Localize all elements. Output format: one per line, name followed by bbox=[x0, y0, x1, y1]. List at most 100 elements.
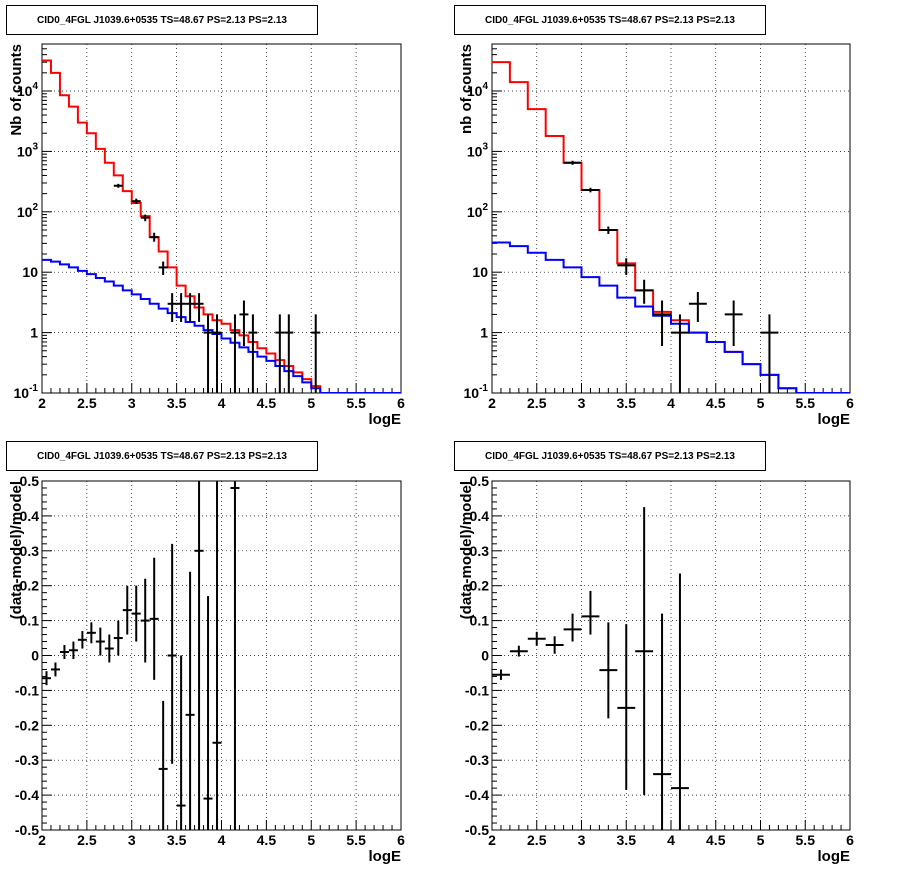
step-line bbox=[42, 59, 401, 393]
x-tick-label: 5 bbox=[757, 832, 765, 848]
series-data-points bbox=[42, 481, 240, 830]
x-axis-label: logE bbox=[369, 411, 402, 428]
x-axis-label: logE bbox=[369, 848, 402, 865]
x-tick-label: 4.5 bbox=[706, 395, 726, 411]
x-tick-label: 4 bbox=[667, 395, 675, 411]
chart-title: CID0_4FGL J1039.6+0535 TS=48.67 PS=2.13 … bbox=[6, 5, 318, 35]
x-tick-label: 2 bbox=[38, 832, 46, 848]
x-tick-label: 3.5 bbox=[617, 832, 637, 848]
x-tick-label: 3 bbox=[128, 395, 136, 411]
x-tick-label: 5.5 bbox=[346, 832, 366, 848]
y-tick-label: 10-1 bbox=[14, 383, 39, 401]
y-tick-label: -0.1 bbox=[15, 682, 39, 698]
y-tick-label: -0.3 bbox=[15, 752, 39, 768]
y-tick-label: -0.2 bbox=[465, 717, 489, 733]
x-tick-label: 2.5 bbox=[77, 395, 97, 411]
y-tick-label: 0 bbox=[481, 648, 489, 664]
y-tick-label: 10 bbox=[472, 264, 488, 280]
x-tick-label: 5.5 bbox=[796, 832, 816, 848]
y-tick-label: 102 bbox=[17, 202, 39, 220]
x-tick-label: 6 bbox=[397, 832, 405, 848]
x-tick-label: 3.5 bbox=[167, 832, 187, 848]
y-tick-label: -0.4 bbox=[465, 787, 489, 803]
y-tick-label: 103 bbox=[467, 141, 489, 159]
x-tick-label: 4 bbox=[218, 832, 226, 848]
axis-ticks bbox=[491, 43, 851, 394]
y-tick-label: -0.5 bbox=[15, 822, 39, 838]
grid bbox=[491, 44, 851, 394]
grid bbox=[41, 44, 402, 394]
x-tick-label: 4.5 bbox=[257, 832, 277, 848]
series-model-background-blue bbox=[492, 241, 850, 393]
chart-title: CID0_4FGL J1039.6+0535 TS=48.67 PS=2.13 … bbox=[6, 441, 318, 471]
x-tick-label: 6 bbox=[397, 395, 405, 411]
chart-canvas: 2 2.5 3 3.5 4 4.5 5 5.5 6 10-1 1 10 102 103 104 logE nb … bbox=[458, 43, 854, 428]
y-tick-label: 0.4 bbox=[470, 508, 490, 524]
y-tick-label: 10-1 bbox=[464, 383, 489, 401]
y-tick-label: -0.2 bbox=[15, 717, 39, 733]
x-tick-label: 2 bbox=[488, 395, 496, 411]
grid bbox=[491, 480, 851, 831]
x-tick-label: 6 bbox=[846, 395, 854, 411]
x-axis-label: logE bbox=[818, 411, 851, 428]
y-tick-label: 1 bbox=[30, 325, 38, 341]
x-axis-label: logE bbox=[818, 848, 851, 865]
x-tick-label: 4.5 bbox=[257, 395, 277, 411]
chart-panel-top-left: CID0_4FGL J1039.6+0535 TS=48.67 PS=2.13 … bbox=[0, 0, 449, 437]
y-tick-label: 0.2 bbox=[20, 578, 40, 594]
x-tick-label: 4.5 bbox=[706, 832, 726, 848]
chart-panel-top-right: CID0_4FGL J1039.6+0535 TS=48.67 PS=2.13 … bbox=[449, 0, 898, 437]
series-data-points bbox=[113, 183, 321, 393]
chart-title: CID0_4FGL J1039.6+0535 TS=48.67 PS=2.13 … bbox=[454, 441, 766, 471]
plot-area bbox=[492, 61, 850, 393]
x-tick-label: 2.5 bbox=[527, 395, 547, 411]
x-tick-label: 4 bbox=[667, 832, 675, 848]
chart-canvas: 2 2.5 3 3.5 4 4.5 5 5.5 6 -0.5 -0.4 -0.3 -0.2 -0.1 0 0.… bbox=[8, 473, 405, 865]
x-tick-label: 2 bbox=[38, 395, 46, 411]
series-data-points bbox=[492, 507, 689, 830]
y-tick-label: 104 bbox=[17, 81, 39, 99]
y-tick-label: 0.5 bbox=[470, 473, 490, 489]
x-tick-label: 4 bbox=[218, 395, 226, 411]
y-tick-label: 102 bbox=[467, 202, 489, 220]
x-tick-label: 3.5 bbox=[167, 395, 187, 411]
chart-canvas: 2 2.5 3 3.5 4 4.5 5 5.5 6 10-1 1 10 102 103 104 logE Nb … bbox=[8, 43, 405, 428]
plot-area bbox=[42, 481, 240, 830]
axis-ticks bbox=[491, 480, 851, 831]
plot-area bbox=[42, 59, 401, 393]
chart-canvas: 2 2.5 3 3.5 4 4.5 5 5.5 6 -0.5 -0.4 -0.3 -0.2 -0.1 0 0.… bbox=[458, 473, 854, 865]
axis-ticks bbox=[41, 480, 402, 831]
y-tick-label: -0.3 bbox=[465, 752, 489, 768]
x-tick-label: 2.5 bbox=[77, 832, 97, 848]
y-tick-label: -0.5 bbox=[465, 822, 489, 838]
y-tick-label: 1 bbox=[480, 325, 488, 341]
y-tick-label: 0.4 bbox=[20, 508, 40, 524]
x-tick-label: 5 bbox=[757, 395, 765, 411]
x-tick-label: 3 bbox=[578, 832, 586, 848]
chart-title: CID0_4FGL J1039.6+0535 TS=48.67 PS=2.13 … bbox=[454, 5, 766, 35]
y-axis-label: Nb of counts bbox=[8, 44, 25, 136]
y-tick-label: -0.1 bbox=[465, 682, 489, 698]
y-axis-label: (data-model)/model bbox=[8, 481, 25, 619]
step-line bbox=[492, 61, 850, 393]
y-tick-label: 0.5 bbox=[20, 473, 40, 489]
x-tick-label: 6 bbox=[846, 832, 854, 848]
x-tick-label: 3.5 bbox=[617, 395, 637, 411]
x-tick-label: 5 bbox=[307, 832, 315, 848]
x-tick-label: 5.5 bbox=[346, 395, 366, 411]
y-axis-label: nb of counts bbox=[458, 44, 475, 134]
y-tick-label: 104 bbox=[467, 81, 489, 99]
series-data-points bbox=[563, 160, 779, 393]
y-tick-label: 10 bbox=[22, 264, 38, 280]
plot-area bbox=[492, 507, 689, 830]
y-tick-label: 0.3 bbox=[20, 543, 40, 559]
y-tick-label: 0 bbox=[31, 648, 39, 664]
y-tick-label: 0.1 bbox=[470, 613, 490, 629]
y-tick-label: 0.2 bbox=[470, 578, 490, 594]
series-model-total-red bbox=[42, 59, 401, 393]
series-model-background-blue bbox=[42, 258, 401, 393]
grid bbox=[41, 480, 402, 831]
step-line bbox=[42, 258, 401, 393]
y-tick-label: 0.1 bbox=[20, 613, 40, 629]
x-tick-label: 3 bbox=[578, 395, 586, 411]
